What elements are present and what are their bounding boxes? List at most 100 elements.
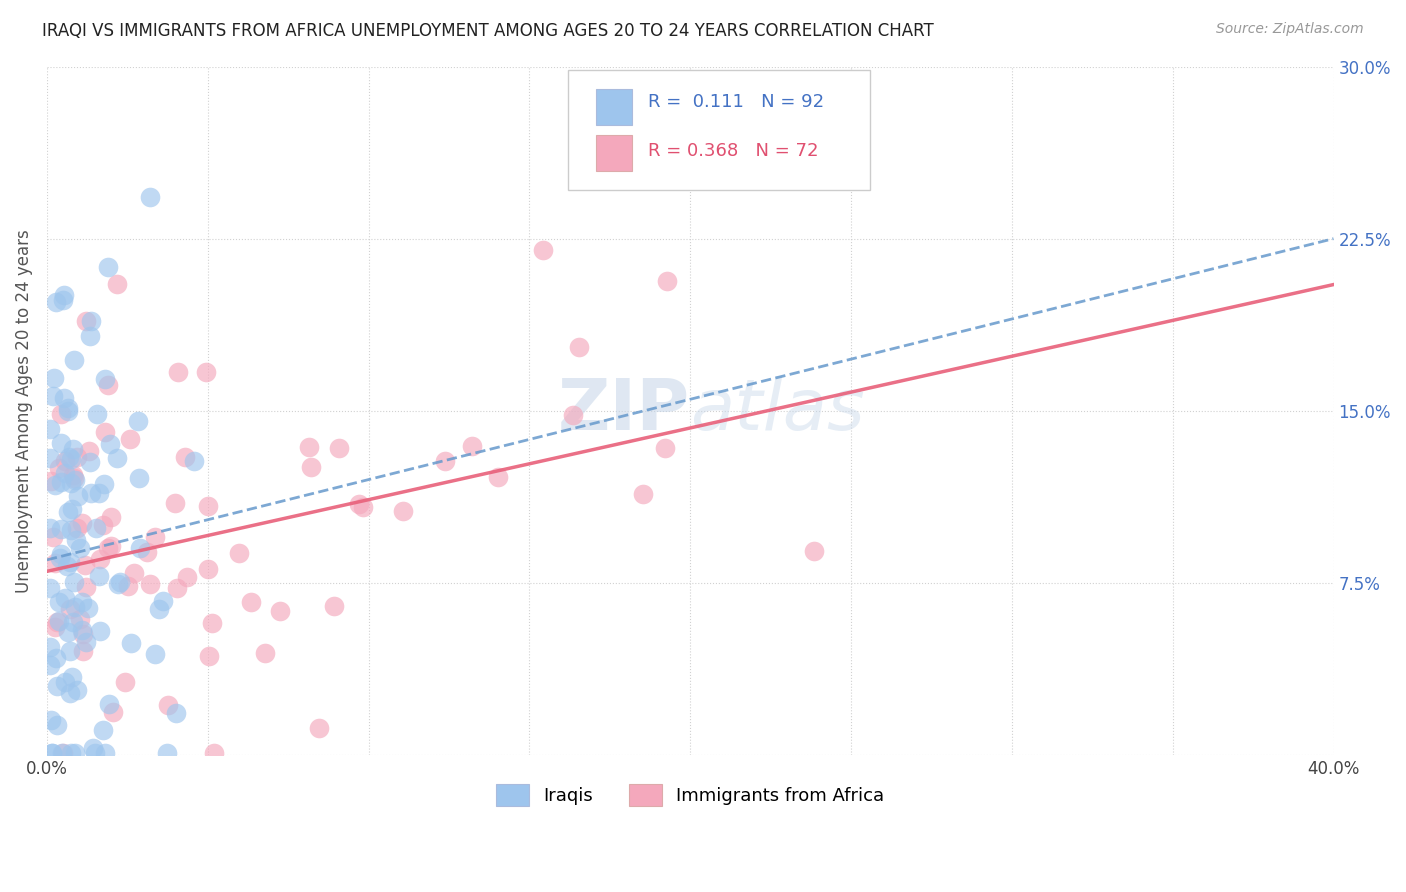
Point [39, 658, 62, 673]
Point [53, 591, 76, 606]
Point [65, 746, 87, 760]
Point [460, 439, 482, 453]
Point [59, 475, 82, 490]
Point [328, 441, 350, 455]
Point [127, 413, 149, 427]
Point [86, 407, 108, 421]
Point [299, 459, 322, 474]
Point [89, 624, 111, 639]
Point [49, 407, 72, 421]
Point [107, 577, 129, 591]
Point [75, 580, 97, 594]
Point [65, 473, 87, 487]
Point [56, 625, 79, 640]
Point [352, 500, 374, 515]
Point [80, 314, 103, 328]
Point [48, 460, 70, 475]
Point [434, 454, 457, 468]
Point [197, 561, 219, 575]
Point [568, 340, 591, 354]
Point [46, 615, 69, 629]
Point [77, 444, 100, 458]
Point [202, 746, 225, 760]
Point [62, 442, 84, 457]
Point [66, 489, 89, 503]
Text: ZIP: ZIP [558, 376, 690, 445]
Legend: Iraqis, Immigrants from Africa: Iraqis, Immigrants from Africa [488, 774, 893, 814]
Point [194, 365, 217, 379]
Point [253, 646, 276, 660]
Point [72, 627, 94, 641]
Point [72, 516, 94, 531]
Point [298, 440, 321, 454]
Point [52, 746, 75, 760]
Point [531, 244, 554, 258]
FancyBboxPatch shape [568, 70, 870, 191]
Point [45, 651, 67, 665]
Point [59, 746, 82, 760]
Point [45, 294, 67, 309]
Point [139, 190, 162, 204]
Point [60, 502, 83, 516]
Text: atlas: atlas [690, 376, 865, 445]
Point [60, 669, 83, 683]
Point [118, 432, 141, 446]
Point [75, 635, 97, 649]
Point [84, 521, 107, 535]
Point [46, 717, 69, 731]
Point [59, 686, 82, 700]
Text: Source: ZipAtlas.com: Source: ZipAtlas.com [1216, 22, 1364, 37]
Point [152, 594, 174, 608]
Point [128, 541, 150, 555]
Point [48, 614, 70, 628]
Point [79, 329, 101, 343]
Point [89, 568, 111, 582]
Point [59, 602, 82, 616]
Point [128, 471, 150, 485]
Point [44, 619, 66, 633]
Point [60, 524, 83, 538]
Point [39, 451, 62, 466]
Point [122, 566, 145, 580]
Point [39, 474, 62, 488]
Point [65, 533, 87, 547]
Point [51, 522, 73, 536]
Point [83, 746, 105, 760]
Point [486, 469, 509, 483]
Point [75, 558, 97, 573]
Point [101, 705, 124, 719]
Point [108, 575, 131, 590]
Point [98, 697, 121, 711]
Point [143, 647, 166, 661]
Point [97, 541, 120, 555]
Point [42, 371, 65, 385]
Point [239, 595, 262, 609]
Point [391, 503, 413, 517]
Point [183, 454, 205, 468]
Point [55, 467, 77, 481]
Point [62, 575, 84, 590]
Point [69, 612, 91, 626]
Point [269, 604, 291, 618]
Point [75, 314, 97, 328]
Point [39, 521, 62, 535]
Point [167, 365, 190, 379]
Point [70, 624, 93, 638]
Point [41, 746, 63, 760]
Text: R = 0.368   N = 72: R = 0.368 N = 72 [648, 142, 818, 160]
Point [82, 740, 104, 755]
Point [46, 679, 69, 693]
Point [59, 452, 82, 467]
Point [49, 436, 72, 450]
Point [39, 581, 62, 595]
Point [72, 644, 94, 658]
Point [803, 543, 825, 558]
Point [166, 581, 188, 595]
Point [163, 496, 186, 510]
Point [52, 293, 75, 308]
Point [39, 640, 62, 655]
Point [176, 570, 198, 584]
Point [62, 615, 84, 629]
Point [93, 723, 115, 737]
Point [165, 706, 187, 720]
